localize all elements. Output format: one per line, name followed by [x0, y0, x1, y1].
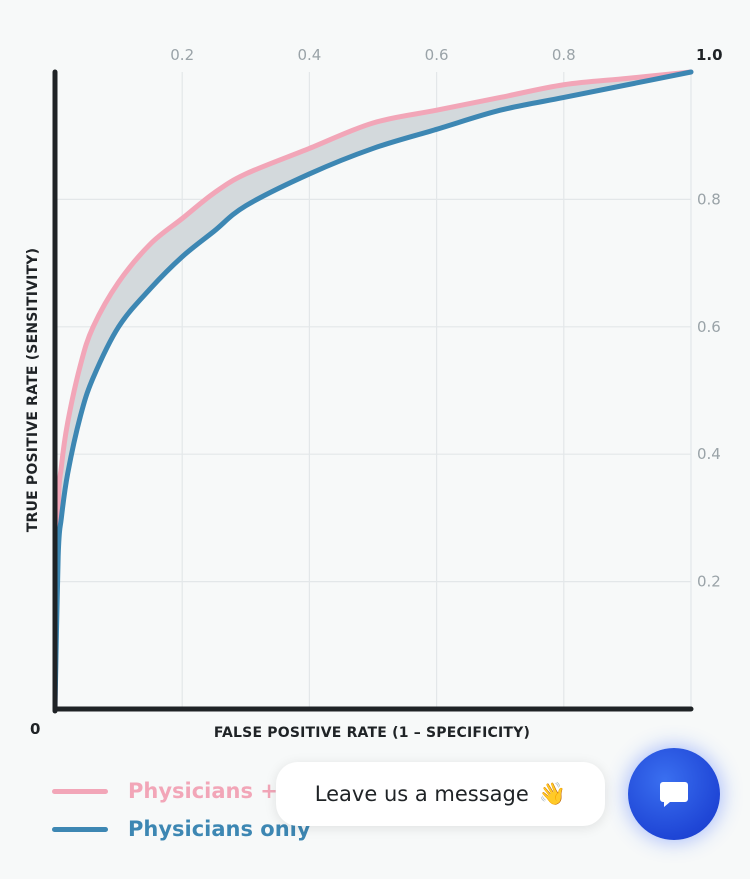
waving-hand-icon: 👋 — [538, 781, 567, 807]
shaded-band — [55, 72, 691, 709]
chat-launcher-button[interactable] — [628, 748, 720, 840]
legend-swatch-physicians-only — [52, 826, 108, 832]
origin-label: 0 — [30, 720, 40, 738]
series-lines — [52, 69, 694, 712]
series-line-physicians-only — [52, 69, 694, 712]
y-tick-label-0: 0.2 — [697, 573, 721, 591]
leave-message-bubble[interactable]: Leave us a message 👋 — [276, 762, 605, 826]
tick-labels: 0.2 0.4 0.6 0.8 1.0 0.2 0.4 0.6 0.8 — [170, 46, 722, 591]
legend-label-physicians-only: Physicians only — [128, 817, 311, 841]
series-line-physicians-plus — [52, 69, 694, 712]
y-axis-label: TRUE POSITIVE RATE (SENSITIVITY) — [25, 248, 41, 532]
grid-lines — [55, 72, 692, 709]
x-axis-label: FALSE POSITIVE RATE (1 – SPECIFICITY) — [214, 725, 530, 741]
x-tick-label-0: 0.2 — [170, 46, 194, 64]
x-tick-label-1: 0.4 — [297, 46, 321, 64]
legend-swatch-physicians-plus — [52, 788, 108, 794]
y-tick-label-3: 0.8 — [697, 190, 721, 208]
legend-label-physicians-plus: Physicians + — [128, 779, 278, 803]
leave-message-text: Leave us a message — [314, 782, 529, 806]
legend: Physicians + Physicians only — [52, 772, 311, 848]
chat-bubble-icon — [660, 782, 688, 807]
y-tick-label-1: 0.4 — [697, 445, 721, 463]
y-tick-label-2: 0.6 — [697, 318, 721, 336]
x-tick-label-3: 0.8 — [552, 46, 576, 64]
x-tick-label-4: 1.0 — [696, 46, 723, 64]
legend-item-physicians-plus: Physicians + — [52, 772, 311, 810]
legend-item-physicians-only: Physicians only — [52, 810, 311, 848]
x-tick-label-2: 0.6 — [425, 46, 449, 64]
roc-chart: 0.2 0.4 0.6 0.8 1.0 0.2 0.4 0.6 0.8 0 FALSE POSI… — [25, 46, 723, 741]
